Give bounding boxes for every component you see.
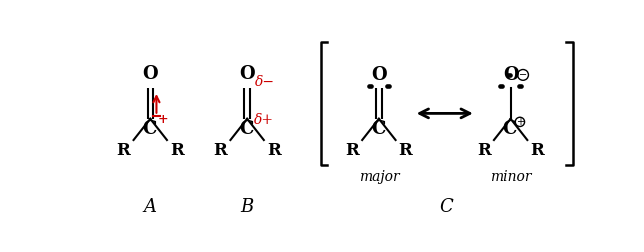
Text: δ+: δ+ xyxy=(254,113,274,127)
Text: C: C xyxy=(239,120,254,138)
Text: O: O xyxy=(240,65,255,83)
Text: B: B xyxy=(240,198,254,216)
Text: O: O xyxy=(142,65,158,83)
Text: +: + xyxy=(157,113,168,126)
Text: major: major xyxy=(359,170,399,183)
Text: −: − xyxy=(519,70,527,80)
Text: C: C xyxy=(503,120,517,138)
Text: minor: minor xyxy=(490,170,531,183)
Text: δ−: δ− xyxy=(255,75,275,89)
Text: R: R xyxy=(117,142,131,159)
Text: C: C xyxy=(142,120,156,138)
Text: +: + xyxy=(516,117,524,127)
Text: R: R xyxy=(214,142,227,159)
Text: R: R xyxy=(267,142,281,159)
Text: R: R xyxy=(399,142,412,159)
Text: O: O xyxy=(503,66,518,84)
Text: R: R xyxy=(170,142,184,159)
Text: C: C xyxy=(439,198,453,216)
Text: R: R xyxy=(531,142,544,159)
Text: C: C xyxy=(371,120,385,138)
Text: R: R xyxy=(345,142,359,159)
Text: O: O xyxy=(371,66,386,84)
Text: R: R xyxy=(477,142,491,159)
Text: A: A xyxy=(144,198,156,216)
